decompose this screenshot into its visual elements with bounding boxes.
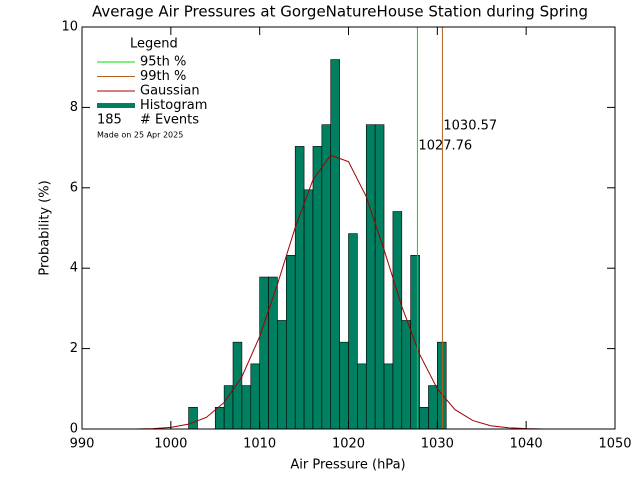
histogram-bar (365, 124, 376, 430)
y-tick-label: 6 (70, 180, 78, 195)
histogram-bar (268, 276, 278, 430)
histogram-bar (259, 276, 269, 430)
histogram-bar (374, 124, 385, 430)
events-label: # Events (140, 113, 199, 128)
histogram-bar (437, 341, 447, 430)
y-axis-label: Probability (%) (38, 180, 53, 275)
histogram-bar (392, 211, 403, 430)
histogram-bar (419, 406, 429, 430)
x-tick-label: 1050 (598, 437, 631, 452)
histogram-bar (286, 255, 296, 430)
histogram-bar (348, 233, 358, 430)
x-tick-label: 1030 (421, 437, 454, 452)
histogram-bar (339, 341, 349, 430)
y-tick-label: 2 (70, 341, 78, 356)
percentile-label: 1027.76 (418, 139, 472, 154)
made-on: Made on 25 Apr 2025 (97, 131, 183, 140)
chart-title: Average Air Pressures at GorgeNatureHous… (92, 3, 588, 21)
x-tick-label: 1010 (243, 437, 276, 452)
histogram-bar (188, 406, 198, 430)
y-tick-label: 0 (70, 422, 78, 437)
events-count: 185 (97, 113, 122, 128)
histogram-bar (401, 320, 411, 430)
histogram-bar (428, 385, 438, 430)
histogram-bar (330, 59, 340, 430)
gaussian-line (117, 154, 562, 430)
x-axis-label: Air Pressure (hPa) (290, 458, 405, 473)
y-tick-label: 10 (61, 20, 78, 35)
legend-label: Gaussian (140, 84, 200, 99)
histogram-bar (312, 146, 323, 430)
histogram-bar (294, 146, 305, 430)
legend-label: 95th % (140, 55, 186, 70)
histogram-bar (383, 363, 394, 430)
y-tick-label: 4 (70, 261, 78, 276)
histogram-bar (303, 189, 314, 430)
x-tick-label: 1000 (154, 437, 187, 452)
histogram-bar (250, 363, 260, 430)
histogram-bar (241, 385, 252, 430)
percentile-label: 1030.57 (443, 119, 497, 134)
histogram-bar (277, 320, 287, 430)
x-tick-label: 1040 (510, 437, 543, 452)
histogram-bar (232, 341, 243, 430)
histogram-bar (214, 406, 225, 430)
x-tick-label: 1020 (332, 437, 365, 452)
y-tick-label: 8 (70, 100, 78, 115)
histogram-bar (357, 363, 367, 430)
legend-label: Histogram (140, 98, 207, 113)
x-tick-label: 990 (70, 437, 95, 452)
histogram-bar (321, 124, 332, 430)
legend-label: 99th % (140, 69, 186, 84)
legend-title: Legend (130, 37, 178, 52)
